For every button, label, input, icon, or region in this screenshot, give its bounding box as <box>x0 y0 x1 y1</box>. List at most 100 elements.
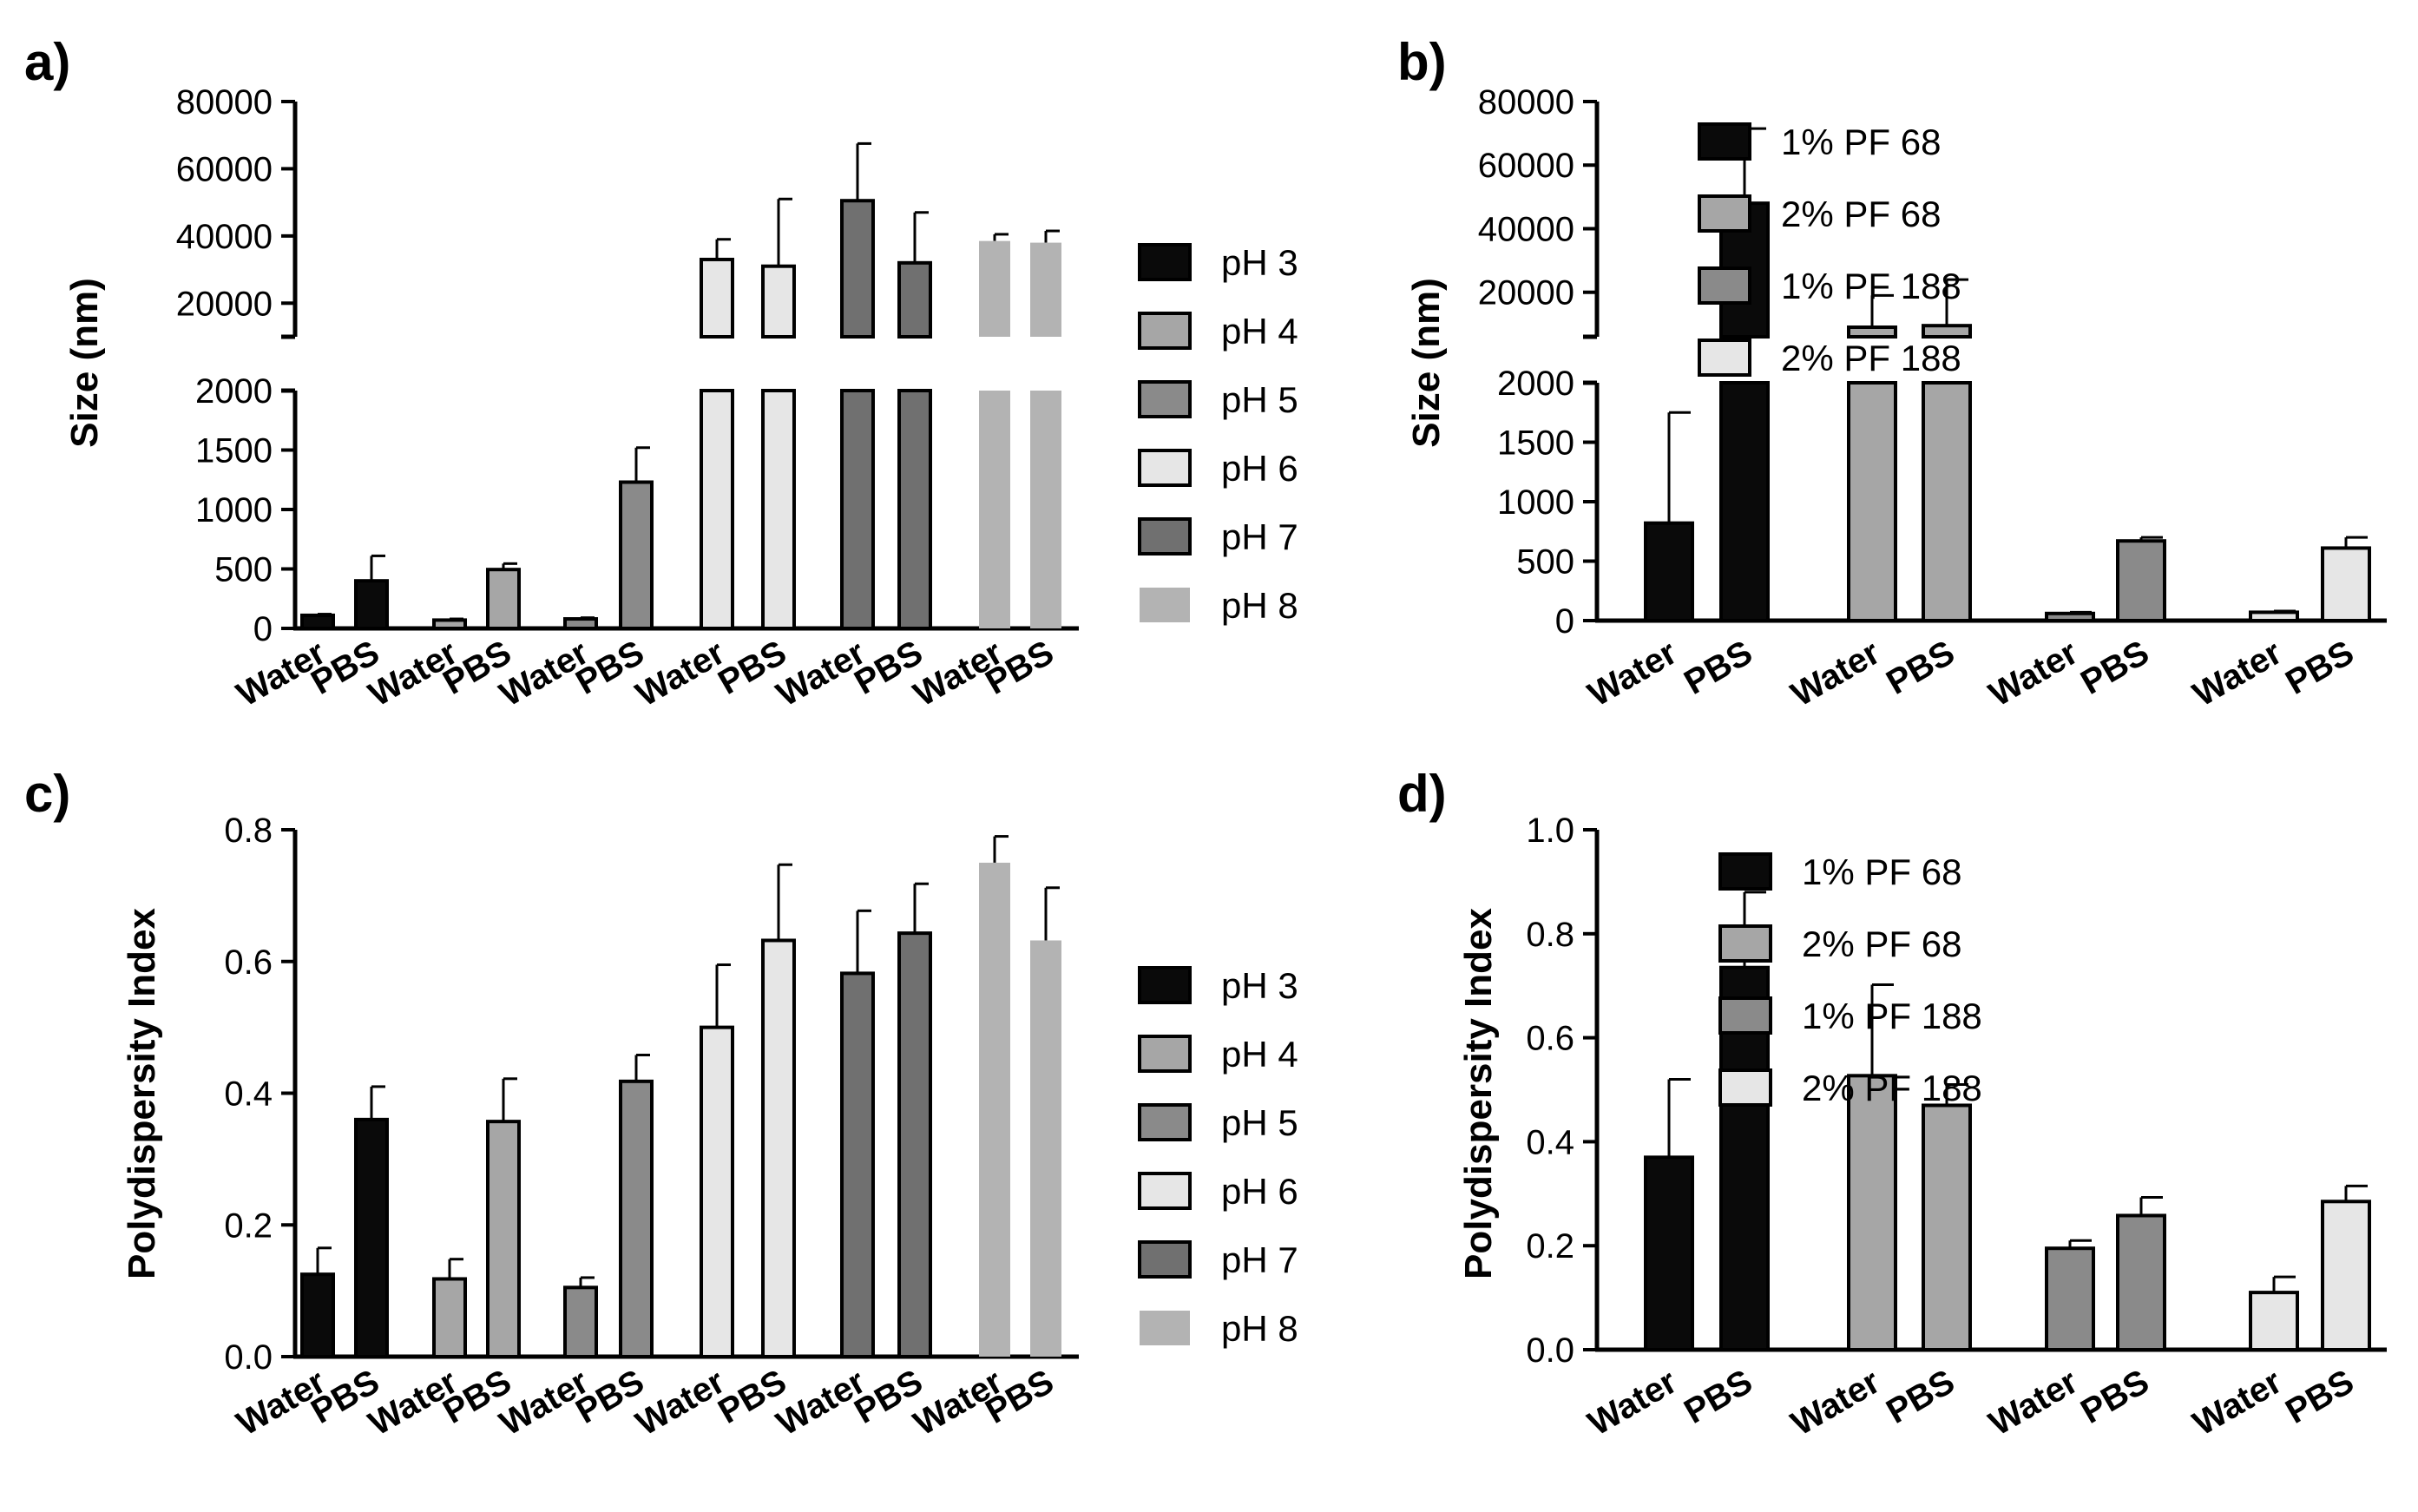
y-tick-label: 60000 <box>1478 147 1574 185</box>
y-tick-label: 0.4 <box>224 1075 273 1114</box>
bar-1-pf-68-water <box>1644 521 1694 622</box>
legend-swatch <box>1138 243 1192 281</box>
bar-1-pf-188-water <box>2045 611 2095 623</box>
bar-ph-6-water <box>700 1025 734 1358</box>
legend-label: pH 5 <box>1221 379 1298 420</box>
legend-label: pH 7 <box>1221 516 1298 557</box>
bar-ph-3-pbs <box>354 1117 389 1358</box>
bar-ph-4-water <box>432 618 467 630</box>
bar-ph-3-water <box>300 1272 335 1358</box>
bar-ph-4-water <box>432 1277 467 1359</box>
bar-ph-5-pbs <box>619 480 654 630</box>
x-category-label: Water <box>1582 1363 1684 1443</box>
legend-label: pH 4 <box>1221 311 1298 352</box>
x-category-label: PBS <box>1880 634 1961 702</box>
x-category-label: Water <box>1582 634 1684 714</box>
y-tick-label: 60000 <box>176 150 273 188</box>
y-tick-label: 1.0 <box>1526 812 1574 850</box>
y-tick-label: 0.0 <box>224 1338 273 1377</box>
panel-label: b) <box>1397 33 1447 91</box>
legend-swatch <box>1138 449 1192 487</box>
legend-label: 2% PF 68 <box>1781 194 1941 234</box>
x-category-label: PBS <box>2279 634 2360 702</box>
y-tick-label: 1500 <box>1497 424 1574 463</box>
y-tick-label: 0 <box>253 610 273 648</box>
y-tick-label: 1500 <box>195 432 273 470</box>
y-axis-label: Polydispersity Index <box>121 908 163 1279</box>
x-category-label: PBS <box>1880 1363 1961 1431</box>
panel-label: d) <box>1397 765 1447 823</box>
legend-swatch <box>1138 1035 1192 1073</box>
y-tick-label: 0.2 <box>224 1206 273 1245</box>
y-tick-label: 1000 <box>195 491 273 529</box>
y-tick-label: 20000 <box>1478 274 1574 312</box>
legend-swatch <box>1698 122 1751 161</box>
x-category-label: Water <box>2187 634 2289 714</box>
bar-2-pf-68-water <box>1847 1074 1897 1352</box>
bar-ph-5-water <box>563 1285 598 1359</box>
legend-swatch <box>1698 194 1751 233</box>
x-category-label: PBS <box>2279 1363 2360 1431</box>
legend-label: pH 7 <box>1221 1239 1298 1280</box>
legend-label: pH 8 <box>1221 1308 1298 1349</box>
legend-label: 1% PF 188 <box>1781 266 1961 306</box>
y-tick-label: 40000 <box>176 218 273 256</box>
bar-ph-5-pbs <box>619 1079 654 1359</box>
bar-1-pf-188-water <box>2045 1246 2095 1351</box>
bar-ph-5-water <box>563 617 598 630</box>
legend-label: pH 6 <box>1221 1171 1298 1212</box>
bar-2-pf-68-water-upper <box>1847 325 1897 339</box>
legend-swatch <box>1138 1240 1192 1279</box>
legend-label: pH 6 <box>1221 448 1298 489</box>
x-category-label: Water <box>2187 1363 2289 1443</box>
bar-ph-8-water <box>979 862 1010 1357</box>
legend-label: pH 5 <box>1221 1102 1298 1143</box>
legend-swatch <box>1138 517 1192 555</box>
bar-ph-4-pbs <box>486 568 521 630</box>
chart-panel-c: c)Polydispersity Index0.00.20.40.60.8Wat… <box>24 765 1298 1443</box>
y-tick-label: 2000 <box>195 372 273 411</box>
bar-ph-3-water <box>300 613 335 630</box>
bar-2-pf-188-water <box>2249 610 2299 622</box>
bar-ph-7-pbs <box>897 931 932 1359</box>
legend-swatch <box>1138 380 1192 418</box>
y-tick-label: 0.8 <box>224 812 273 850</box>
bar-ph-7-water <box>840 389 875 630</box>
y-tick-label: 0.6 <box>1526 1020 1574 1058</box>
x-category-label: Water <box>1983 1363 2085 1443</box>
legend-swatch <box>1140 588 1190 622</box>
bar-2-pf-188-water <box>2249 1291 2299 1351</box>
x-category-label: PBS <box>1678 634 1758 702</box>
bar-ph-7-water <box>840 971 875 1358</box>
x-category-label: PBS <box>2074 1363 2155 1431</box>
bar-2-pf-68-pbs <box>1922 1103 1972 1351</box>
legend-swatch <box>1718 924 1772 963</box>
legend-swatch <box>1138 966 1192 1004</box>
legend-swatch <box>1718 996 1772 1035</box>
chart-panel-a: a) Size (nm) 0 500 1000 1500 2000 20000 40000 600… <box>24 33 1298 714</box>
legend-label: 2% PF 188 <box>1781 338 1961 378</box>
y-tick-label: 0.2 <box>1526 1227 1574 1265</box>
bar-ph-6-water <box>700 389 734 630</box>
y-tick-label: 0.6 <box>224 943 273 982</box>
bar-ph-4-pbs <box>486 1120 521 1358</box>
bar-ph-8-pbs-upper <box>1030 242 1061 337</box>
bar-1-pf-188-pbs <box>2116 1213 2166 1352</box>
bar-ph-6-water-upper <box>700 257 734 339</box>
panel-label: a) <box>24 33 70 91</box>
legend-label: pH 3 <box>1221 965 1298 1006</box>
legend-swatch <box>1698 266 1751 305</box>
bar-ph-8-pbs <box>1030 940 1061 1357</box>
legend-swatch <box>1718 1068 1772 1107</box>
legend-swatch <box>1140 1311 1190 1345</box>
bar-2-pf-68-pbs-upper <box>1922 324 1972 339</box>
bar-1-pf-68-water <box>1644 1155 1694 1351</box>
bar-1-pf-188-pbs <box>2116 539 2166 623</box>
x-category-label: Water <box>1983 634 2085 714</box>
legend-label: pH 8 <box>1221 585 1298 626</box>
bar-ph-6-pbs <box>761 389 796 630</box>
panel-label: c) <box>24 765 70 823</box>
bar-ph-3-pbs <box>354 579 389 631</box>
bar-ph-7-water-upper <box>840 199 875 339</box>
bar-2-pf-68-water <box>1847 381 1897 622</box>
